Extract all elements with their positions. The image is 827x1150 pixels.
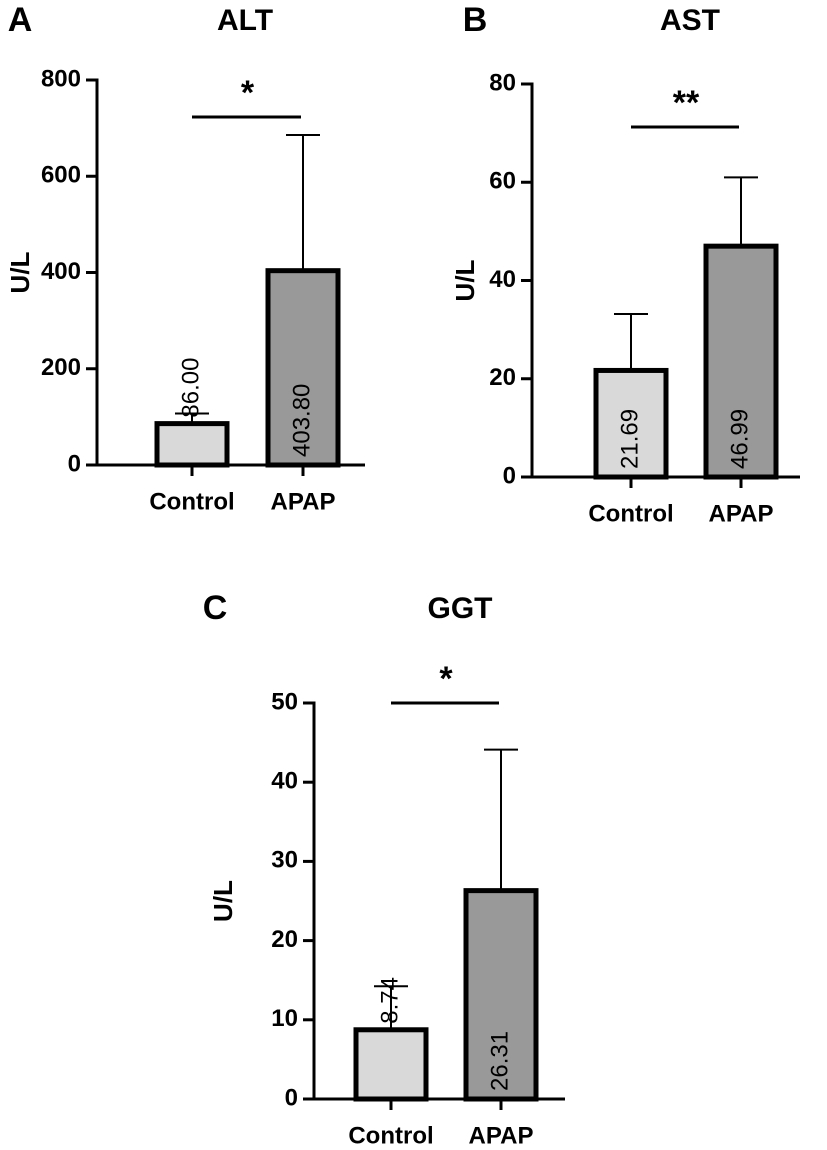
y-tick-label: 800 [41, 65, 81, 92]
bar [154, 421, 230, 468]
chart-title: GGT [428, 592, 493, 625]
y-tick-label: 10 [271, 1005, 298, 1032]
y-tick-label: 20 [489, 364, 516, 391]
x-tick-label: Control [149, 488, 234, 515]
y-tick-label: 60 [489, 168, 516, 195]
significance-label: ** [673, 84, 700, 122]
value-label: 403.80 [288, 384, 315, 457]
bar [265, 268, 341, 468]
x-tick-label: Control [348, 1122, 433, 1149]
y-tick-label: 40 [271, 768, 298, 795]
y-tick-label: 0 [68, 450, 81, 477]
x-tick-label: APAP [469, 1122, 534, 1149]
y-tick-label: 200 [41, 354, 81, 381]
y-tick-label: 600 [41, 162, 81, 189]
significance-label: * [241, 74, 255, 112]
chart-title: ALT [217, 4, 273, 37]
y-tick-label: 0 [285, 1084, 298, 1111]
y-axis-label: U/L [5, 251, 35, 293]
panel-letter: C [203, 589, 228, 627]
y-axis-label: U/L [208, 880, 238, 922]
x-tick-label: Control [588, 500, 673, 527]
bar [593, 367, 669, 480]
y-tick-label: 400 [41, 258, 81, 285]
y-tick-label: 40 [489, 266, 516, 293]
y-tick-label: 50 [271, 688, 298, 715]
x-tick-label: APAP [271, 488, 336, 515]
value-label: 8.74 [376, 977, 403, 1024]
chart-title: AST [660, 4, 720, 37]
y-axis-label: U/L [450, 259, 480, 301]
y-tick-label: 20 [271, 926, 298, 953]
panel-letter: A [8, 1, 33, 39]
panel-letter: B [463, 1, 488, 39]
value-label: 46.99 [726, 409, 753, 469]
y-tick-label: 80 [489, 69, 516, 96]
value-label: 21.69 [616, 409, 643, 469]
bar [353, 1027, 429, 1102]
value-label: 26.31 [486, 1031, 513, 1091]
y-tick-label: 30 [271, 847, 298, 874]
significance-label: * [439, 660, 453, 698]
value-label: 86.00 [177, 358, 204, 418]
y-tick-label: 0 [503, 462, 516, 489]
x-tick-label: APAP [709, 500, 774, 527]
